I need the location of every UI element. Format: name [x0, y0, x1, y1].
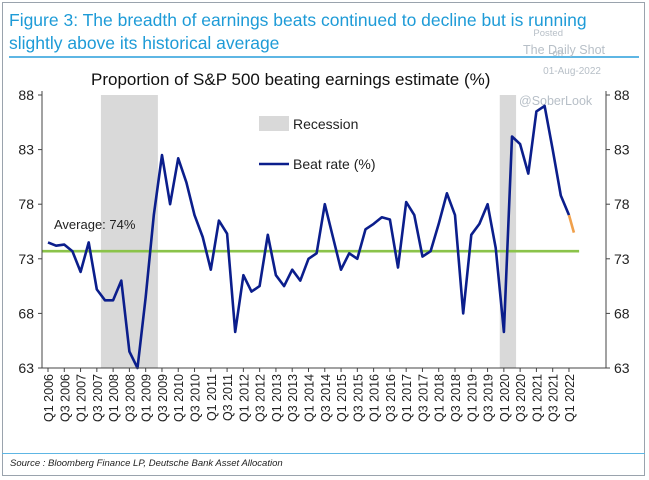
x-tick-label: Q3 2021 — [547, 374, 561, 422]
x-tick-label: Q1 2008 — [107, 374, 121, 422]
beat-rate-line — [47, 104, 571, 370]
x-tick-label: Q3 2016 — [384, 374, 398, 422]
y-tick-label-right: 73 — [614, 251, 630, 267]
x-tick-label: Q3 2006 — [58, 374, 72, 422]
x-tick-label: Q3 2011 — [221, 374, 235, 421]
average-label: Average: 74% — [54, 217, 136, 232]
legend-line-label: Beat rate (%) — [293, 156, 375, 172]
x-tick-label: Q1 2018 — [433, 374, 447, 422]
x-tick-label: Q1 2014 — [302, 374, 316, 422]
legend-recession-swatch — [259, 116, 289, 131]
x-tick-label: Q3 2015 — [351, 374, 365, 422]
x-tick-label: Q3 2013 — [286, 374, 300, 422]
x-tick-label: Q1 2021 — [530, 374, 544, 422]
watermark-handle: @SoberLook — [519, 94, 593, 108]
x-tick-label: Q3 2019 — [482, 374, 496, 422]
title-divider — [9, 56, 639, 58]
x-tick-label: Q3 2018 — [449, 374, 463, 422]
watermark-site: The Daily Shot — [523, 43, 605, 57]
x-tick-label: Q1 2011 — [205, 374, 219, 421]
footer-divider — [2, 453, 645, 454]
y-tick-label-right: 83 — [614, 142, 630, 158]
legend: Recession Beat rate (%) — [259, 116, 375, 172]
y-tick-label-right: 63 — [614, 360, 630, 376]
y-tick-label-right: 68 — [614, 305, 630, 321]
series-lines — [47, 104, 576, 370]
y-tick-label-left: 73 — [18, 251, 34, 267]
latest-estimate-line — [567, 214, 576, 233]
x-tick-label: Q3 2009 — [156, 374, 170, 422]
x-tick-label: Q1 2010 — [172, 374, 186, 422]
figure-title: Figure 3: The breadth of earnings beats … — [9, 10, 587, 53]
x-tick-label: Q1 2009 — [140, 374, 154, 422]
y-tick-label-left: 88 — [18, 87, 34, 103]
x-tick-label: Q1 2006 — [42, 374, 56, 422]
y-tick-label-left: 68 — [18, 305, 34, 321]
x-tick-label: Q3 2020 — [514, 374, 528, 422]
x-tick-label: Q1 2013 — [270, 374, 284, 422]
x-tick-label: Q3 2008 — [123, 374, 137, 422]
x-tick-label: Q3 2007 — [91, 374, 105, 422]
average-line-group: Average: 74% — [42, 217, 580, 253]
y-tick-label-left: 78 — [18, 196, 34, 212]
x-tick-label: Q3 2014 — [319, 374, 333, 422]
watermark-date: 01-Aug-2022 — [543, 66, 601, 77]
x-tick-label: Q1 2017 — [400, 374, 414, 422]
watermark-posted-on: Posted on — [533, 28, 563, 59]
chart-title: Proportion of S&P 500 beating earnings e… — [91, 70, 491, 89]
x-tick-label: Q1 2022 — [563, 374, 577, 422]
legend-recession-label: Recession — [293, 116, 358, 132]
x-tick-label: Q3 2017 — [416, 374, 430, 422]
x-tick-label: Q1 2016 — [368, 374, 382, 422]
x-tick-label: Q1 2019 — [465, 374, 479, 422]
x-tick-label: Q1 2012 — [237, 374, 251, 422]
x-tick-label: Q3 2010 — [189, 374, 203, 422]
x-tick-label: Q1 2007 — [75, 374, 89, 422]
y-tick-label-left: 83 — [18, 142, 34, 158]
source-note: Source : Bloomberg Finance LP, Deutsche … — [10, 458, 283, 469]
recession-band-1 — [100, 95, 158, 368]
recession-shading — [100, 95, 517, 368]
x-tick-label: Q1 2015 — [335, 374, 349, 422]
x-tick-label: Q3 2012 — [254, 374, 268, 422]
y-tick-label-left: 63 — [18, 360, 34, 376]
x-tick-label: Q1 2020 — [498, 374, 512, 422]
y-tick-label-right: 78 — [614, 196, 630, 212]
y-tick-label-right: 88 — [614, 87, 630, 103]
